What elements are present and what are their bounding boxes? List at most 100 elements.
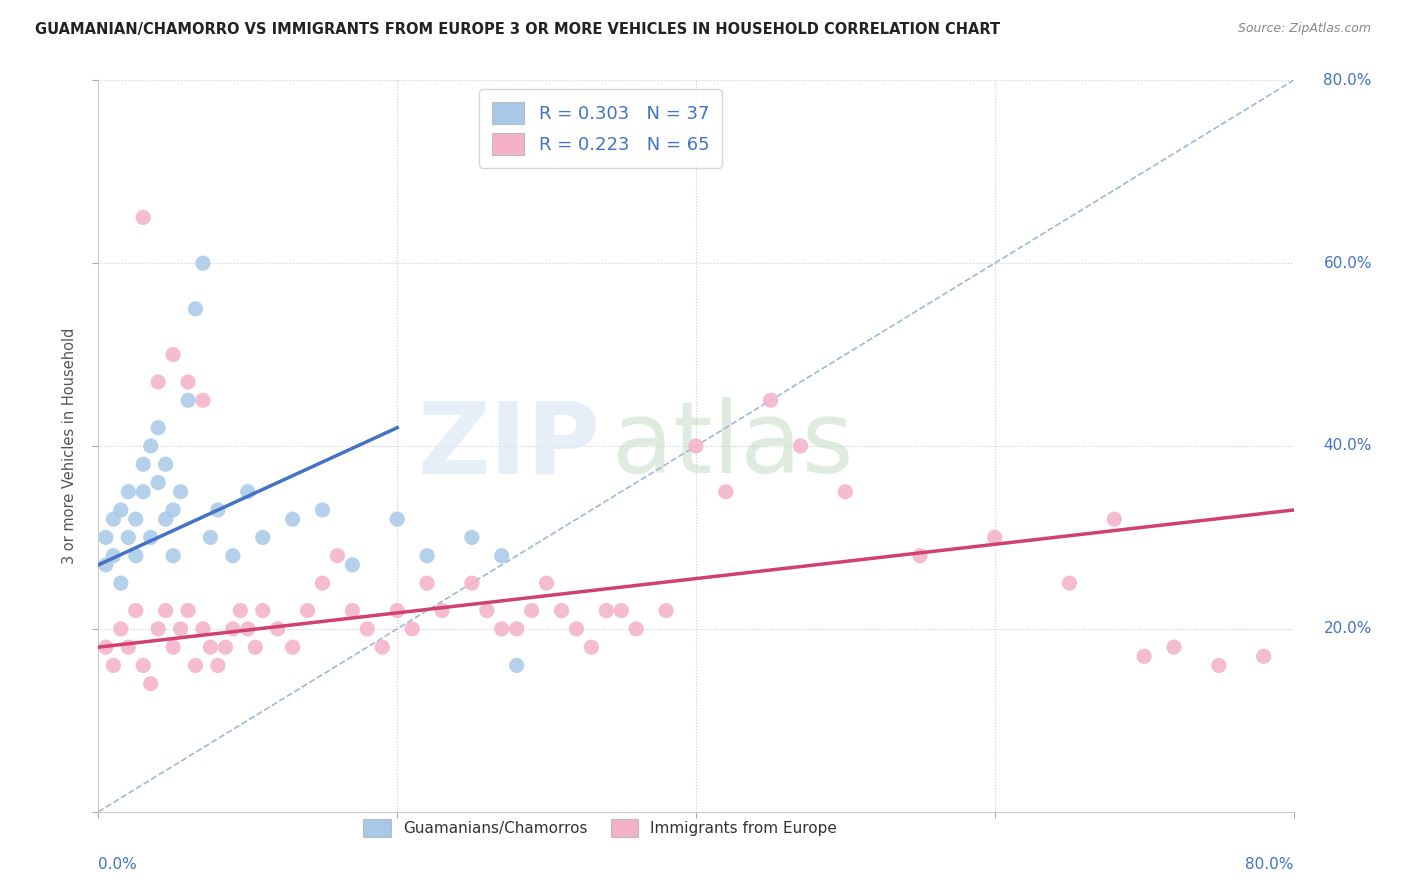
Point — [297, 603, 319, 617]
Point — [162, 549, 184, 563]
Point — [162, 503, 184, 517]
Point — [311, 503, 333, 517]
Point — [385, 603, 409, 617]
Point — [191, 393, 214, 408]
Point — [1059, 576, 1081, 591]
Text: GUAMANIAN/CHAMORRO VS IMMIGRANTS FROM EUROPE 3 OR MORE VEHICLES IN HOUSEHOLD COR: GUAMANIAN/CHAMORRO VS IMMIGRANTS FROM EU… — [35, 22, 1000, 37]
Point — [385, 512, 409, 526]
Point — [685, 439, 707, 453]
Point — [162, 347, 184, 362]
Point — [416, 576, 439, 591]
Point — [252, 603, 274, 617]
Point — [117, 530, 139, 544]
Text: atlas: atlas — [613, 398, 853, 494]
Point — [110, 503, 132, 517]
Point — [475, 603, 498, 617]
Point — [461, 530, 484, 544]
Point — [236, 484, 259, 499]
Point — [103, 512, 125, 526]
Point — [148, 421, 170, 435]
Point — [834, 484, 856, 499]
Point — [1133, 649, 1156, 664]
Point — [139, 676, 162, 690]
Point — [184, 658, 207, 673]
Point — [155, 457, 177, 471]
Point — [155, 603, 177, 617]
Point — [245, 640, 267, 655]
Point — [267, 622, 290, 636]
Point — [326, 549, 349, 563]
Point — [581, 640, 603, 655]
Text: 0.0%: 0.0% — [98, 857, 138, 872]
Point — [200, 530, 222, 544]
Point — [236, 622, 259, 636]
Y-axis label: 3 or more Vehicles in Household: 3 or more Vehicles in Household — [62, 328, 77, 564]
Point — [191, 622, 214, 636]
Point — [550, 603, 572, 617]
Point — [789, 439, 811, 453]
Point — [356, 622, 378, 636]
Point — [342, 558, 364, 572]
Point — [252, 530, 274, 544]
Point — [148, 475, 170, 490]
Point — [139, 439, 162, 453]
Text: 20.0%: 20.0% — [1323, 622, 1372, 636]
Point — [125, 512, 148, 526]
Point — [1163, 640, 1185, 655]
Point — [117, 484, 139, 499]
Point — [520, 603, 543, 617]
Point — [132, 658, 155, 673]
Point — [430, 603, 453, 617]
Point — [110, 622, 132, 636]
Point — [626, 622, 648, 636]
Point — [281, 512, 304, 526]
Point — [1104, 512, 1126, 526]
Point — [103, 549, 125, 563]
Point — [655, 603, 678, 617]
Point — [714, 484, 737, 499]
Text: 80.0%: 80.0% — [1323, 73, 1372, 87]
Point — [759, 393, 782, 408]
Point — [184, 301, 207, 316]
Point — [229, 603, 252, 617]
Point — [565, 622, 588, 636]
Point — [1208, 658, 1230, 673]
Point — [491, 622, 513, 636]
Point — [191, 256, 214, 270]
Point — [132, 211, 155, 225]
Point — [222, 622, 245, 636]
Point — [222, 549, 245, 563]
Point — [984, 530, 1007, 544]
Point — [117, 640, 139, 655]
Point — [491, 549, 513, 563]
Point — [148, 375, 170, 389]
Point — [177, 603, 200, 617]
Point — [610, 603, 633, 617]
Text: ZIP: ZIP — [418, 398, 600, 494]
Text: 60.0%: 60.0% — [1323, 256, 1372, 270]
Point — [416, 549, 439, 563]
Point — [132, 484, 155, 499]
Point — [214, 640, 236, 655]
Text: 80.0%: 80.0% — [1246, 857, 1294, 872]
Point — [342, 603, 364, 617]
Point — [132, 457, 155, 471]
Point — [125, 603, 148, 617]
Point — [200, 640, 222, 655]
Point — [169, 622, 191, 636]
Point — [311, 576, 333, 591]
Point — [1253, 649, 1275, 664]
Point — [595, 603, 617, 617]
Point — [461, 576, 484, 591]
Point — [207, 658, 229, 673]
Point — [506, 622, 529, 636]
Point — [908, 549, 931, 563]
Point — [125, 549, 148, 563]
Point — [139, 530, 162, 544]
Point — [371, 640, 394, 655]
Point — [177, 375, 200, 389]
Point — [155, 512, 177, 526]
Point — [94, 530, 117, 544]
Point — [103, 658, 125, 673]
Point — [148, 622, 170, 636]
